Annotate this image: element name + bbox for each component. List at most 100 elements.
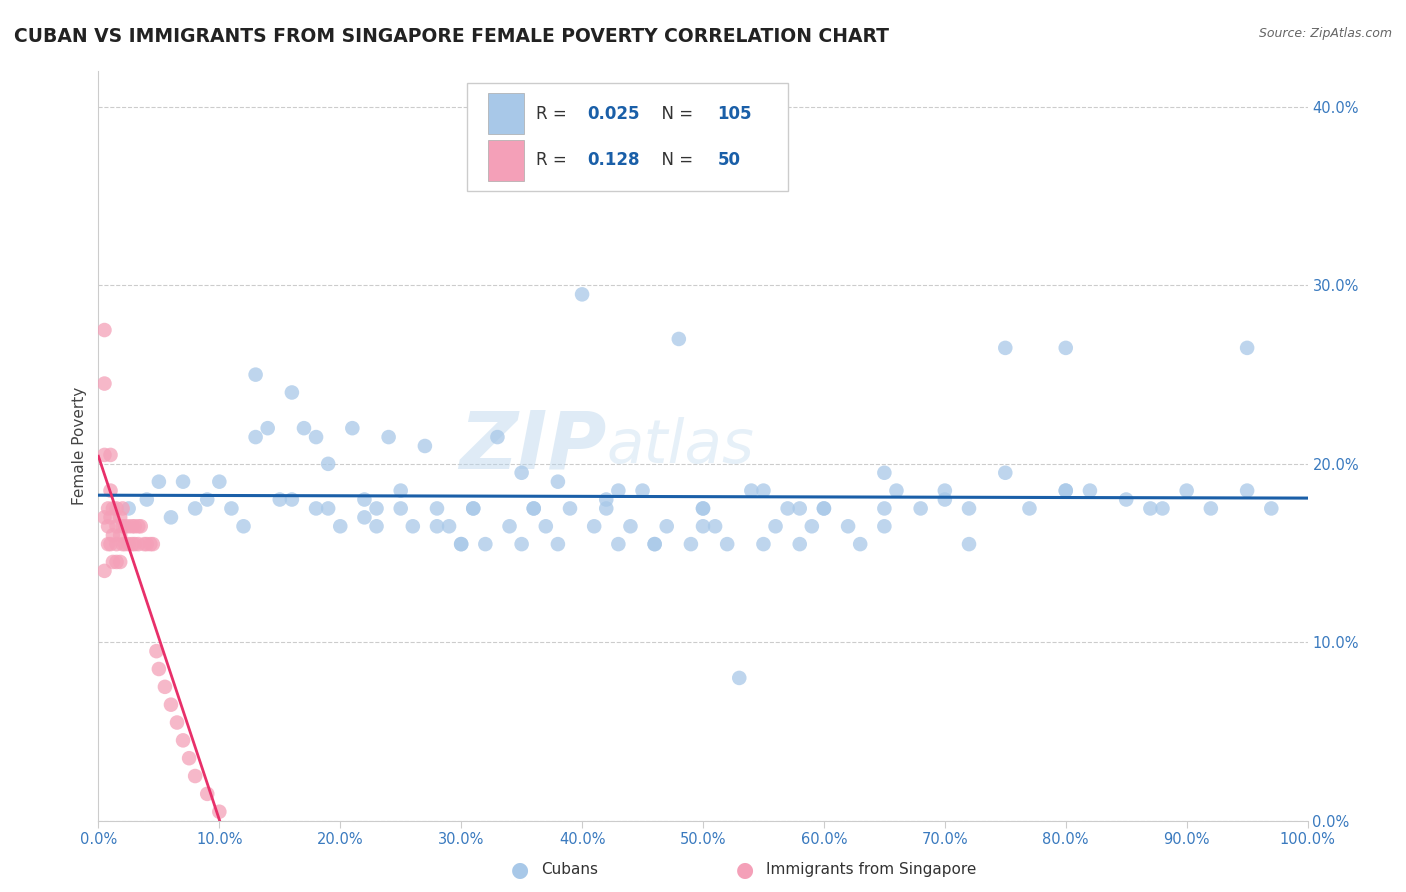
Point [316,457,339,471]
Point [100,448,122,462]
Point [134,537,156,551]
Point [789,537,811,551]
Point [127,519,149,533]
FancyBboxPatch shape [467,83,787,191]
Point [1236,483,1258,498]
Point [121,537,143,551]
Point [245,430,267,444]
Point [1078,483,1101,498]
Point [547,475,569,489]
Point [353,510,375,524]
Point [221,501,243,516]
Point [305,430,328,444]
Point [184,769,207,783]
Point [692,501,714,516]
Text: N =: N = [651,151,699,169]
Point [402,519,425,533]
Point [97,537,120,551]
Point [668,332,690,346]
Point [142,537,165,551]
Point [93,323,115,337]
Point [426,501,449,516]
Point [97,519,120,533]
Point [571,287,593,301]
Point [135,492,157,507]
Point [450,537,472,551]
Y-axis label: Female Poverty: Female Poverty [72,387,87,505]
Point [607,483,630,498]
Text: R =: R = [536,104,572,123]
Point [765,519,787,533]
Point [121,519,143,533]
Point [1175,483,1198,498]
Point [1018,501,1040,516]
Point [1054,483,1077,498]
Point [800,519,823,533]
Point [166,715,188,730]
Point [129,519,152,533]
Point [305,501,328,516]
Point [105,555,128,569]
Point [114,537,136,551]
Point [108,510,131,524]
Point [957,501,980,516]
Point [558,501,581,516]
Point [179,751,201,765]
Point [450,537,472,551]
Point [353,492,375,507]
Point [510,466,533,480]
Point [135,537,157,551]
Point [631,483,654,498]
Point [292,421,315,435]
Text: atlas: atlas [606,417,754,475]
Point [813,501,835,516]
Point [413,439,436,453]
Point [108,528,131,542]
Point [474,537,496,551]
Point [148,475,170,489]
Point [172,733,194,747]
Point [269,492,291,507]
Point [523,501,546,516]
Point [1199,501,1222,516]
Point [776,501,799,516]
Point [195,787,218,801]
Point [118,501,141,516]
Point [740,483,762,498]
Point [486,430,509,444]
Point [704,519,727,533]
Point [644,537,666,551]
Point [655,519,678,533]
Point [547,537,569,551]
Point [105,537,128,551]
Point [111,519,134,533]
Point [111,537,134,551]
Point [1260,501,1282,516]
Point [118,537,141,551]
Point [716,537,738,551]
Point [100,537,122,551]
Text: ●: ● [512,860,529,880]
Point [595,501,617,516]
Text: 0.025: 0.025 [586,104,640,123]
Point [849,537,872,551]
Point [100,510,122,524]
Point [498,519,520,533]
Point [245,368,267,382]
Point [957,537,980,551]
Point [377,430,399,444]
Text: ZIP: ZIP [458,407,606,485]
Text: 50: 50 [717,151,741,169]
Point [534,519,557,533]
Point [389,483,412,498]
Point [1115,492,1137,507]
Point [679,537,702,551]
Point [813,501,835,516]
Text: Cubans: Cubans [541,863,599,877]
FancyBboxPatch shape [488,93,524,135]
Point [114,519,136,533]
Point [153,680,176,694]
Point [437,519,460,533]
Text: R =: R = [536,151,572,169]
Point [172,475,194,489]
